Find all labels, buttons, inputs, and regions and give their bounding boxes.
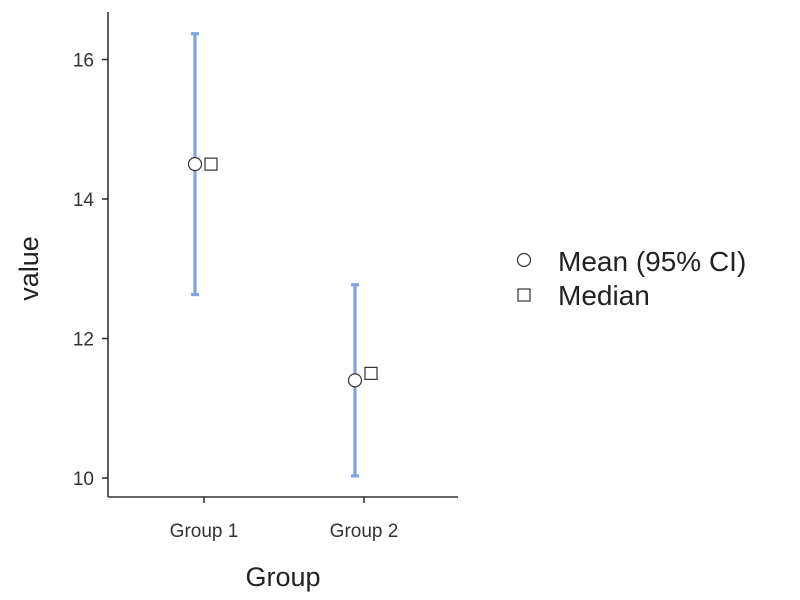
x-tick-label: Group 1 [170,521,239,542]
median-point [204,157,218,171]
legend-median-label: Median [558,280,650,311]
y-tick-label: 12 [73,330,94,351]
legend-mean-marker [516,252,532,268]
x-axis-title: Group [245,562,320,592]
legend-median-marker [517,288,531,302]
axes [107,12,458,498]
median-point [364,366,378,380]
x-ticks: Group 1 Group 2 [170,497,399,542]
plot-area [187,32,378,478]
y-axis-title: value [14,236,44,301]
legend: Mean (95% CI) Median [516,246,746,311]
legend-mean-label: Mean (95% CI) [558,246,746,277]
y-ticks: 10 12 14 16 [73,51,108,490]
x-tick-label: Group 2 [330,521,399,542]
y-tick-label: 10 [73,469,94,490]
mean-point [347,373,363,388]
y-tick-label: 14 [73,190,95,211]
y-tick-label: 16 [73,51,94,72]
mean-point [187,157,203,172]
